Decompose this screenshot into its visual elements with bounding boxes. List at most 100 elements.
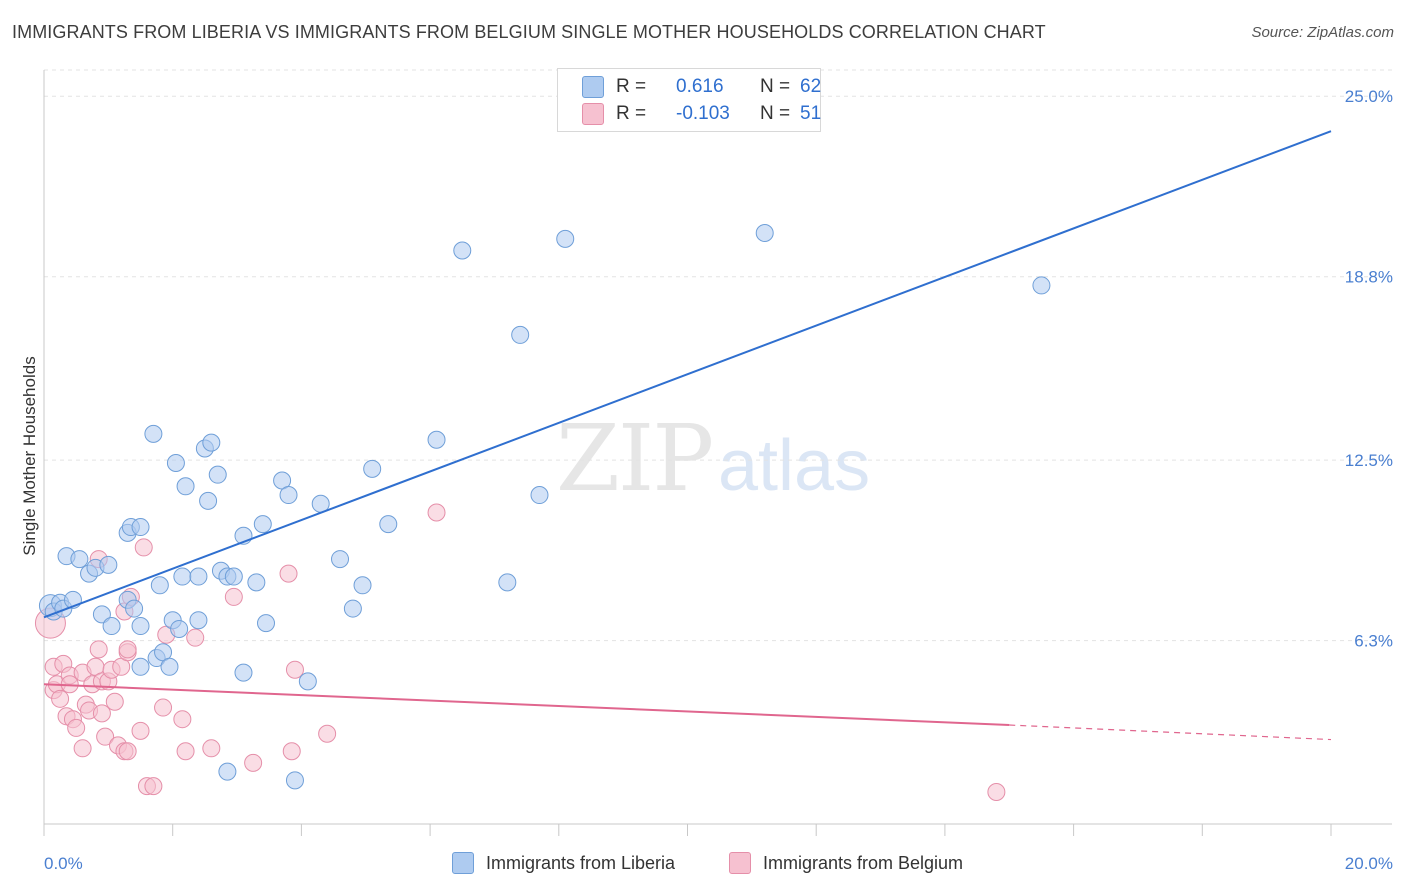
liberia-point [176,477,195,496]
liberia-point [247,573,266,592]
watermark: ZIP atlas [556,405,870,512]
belgium-n-label: N = [760,103,791,124]
liberia-point [257,614,276,633]
liberia-point [166,454,185,473]
liberia-point [1032,276,1051,295]
belgium-trend-extension [1009,724,1332,741]
liberia-r-value: 0.616 [676,76,724,97]
liberia-point [144,424,163,443]
belgium-legend-swatch [729,852,751,874]
liberia-point [755,224,774,243]
belgium-point [131,721,150,740]
belgium-point [96,727,115,746]
liberia-point [363,459,382,478]
liberia-trend-line [43,130,1332,619]
liberia-point [160,657,179,676]
legend-item-liberia: Immigrants from Liberia [452,852,675,874]
legend-item-belgium: Immigrants from Belgium [729,852,963,874]
belgium-point [92,704,111,723]
belgium-r-label: R = [616,103,647,124]
x-tick-label: 0.0% [44,854,83,873]
belgium-point [285,660,304,679]
series-legend: Immigrants from Liberia Immigrants from … [0,852,1406,878]
liberia-point [102,617,121,636]
belgium-point [51,689,70,708]
liberia-point [218,762,237,781]
chart-title: IMMIGRANTS FROM LIBERIA VS IMMIGRANTS FR… [12,22,1046,42]
belgium-legend-label: Immigrants from Belgium [763,852,964,873]
belgium-point [282,742,301,761]
tick-labels: 6.3% 12.5% 18.8% 25.0% 0.0% 20.0% [44,87,1393,873]
belgium-point [176,742,195,761]
belgium-point [186,628,205,647]
belgium-r-value: -0.103 [676,103,730,124]
liberia-point [343,599,362,618]
belgium-point [202,739,221,758]
liberia-point [150,576,169,595]
liberia-swatch [582,76,604,98]
liberia-r-label: R = [616,76,647,97]
watermark-zip: ZIP [556,405,712,512]
liberia-point [70,550,89,569]
liberia-point [99,555,118,574]
belgium-point [427,503,446,522]
liberia-point [556,229,575,248]
grid-lines [44,69,1392,642]
liberia-point [173,567,192,586]
y-tick-label: 12.5% [1345,451,1393,470]
liberia-n-label: N = [760,76,791,97]
belgium-point [118,742,137,761]
belgium-point [987,782,1006,801]
liberia-point [131,617,150,636]
liberia-point [511,325,530,344]
liberia-point [131,518,150,537]
liberia-point [189,567,208,586]
belgium-n-value: 51 [800,103,822,124]
trend-lines [43,130,1332,741]
belgium-point [105,692,124,711]
liberia-legend-swatch [452,852,474,874]
belgium-point [73,739,92,758]
watermark-atlas: atlas [718,426,870,506]
liberia-point [453,241,472,260]
belgium-points [34,503,1006,801]
liberia-legend-label: Immigrants from Liberia [486,852,676,873]
liberia-point [279,486,298,505]
belgium-point [144,777,163,796]
liberia-point [202,433,221,452]
belgium-point [89,640,108,659]
liberia-points [38,224,1051,790]
belgium-point [67,718,86,737]
belgium-point [224,587,243,606]
liberia-point [131,657,150,676]
belgium-point [279,564,298,583]
liberia-point [285,771,304,790]
liberia-point [298,672,317,691]
liberia-point [208,465,227,484]
liberia-point [498,573,517,592]
y-tick-label: 6.3% [1354,632,1393,651]
liberia-point [170,619,189,638]
belgium-point [318,724,337,743]
liberia-point [234,663,253,682]
belgium-swatch [582,103,604,125]
y-tick-label: 18.8% [1345,268,1393,287]
y-tick-label: 25.0% [1345,87,1393,106]
belgium-point [154,698,173,717]
belgium-trend-line [43,683,1010,727]
liberia-point [353,576,372,595]
liberia-point [379,515,398,534]
belgium-point [134,538,153,557]
x-tick-label: 20.0% [1345,854,1393,873]
correlation-legend: R = 0.616 N = 62 R = -0.103 N = 51 [557,68,821,132]
liberia-n-value: 62 [800,76,822,97]
liberia-point [92,605,111,624]
liberia-point [331,550,350,569]
belgium-point [118,640,137,659]
axes [43,70,1392,836]
liberia-point [253,515,272,534]
liberia-point [530,486,549,505]
liberia-point [224,567,243,586]
belgium-point [173,710,192,729]
source-credit: Source: ZipAtlas.com [1251,24,1394,41]
